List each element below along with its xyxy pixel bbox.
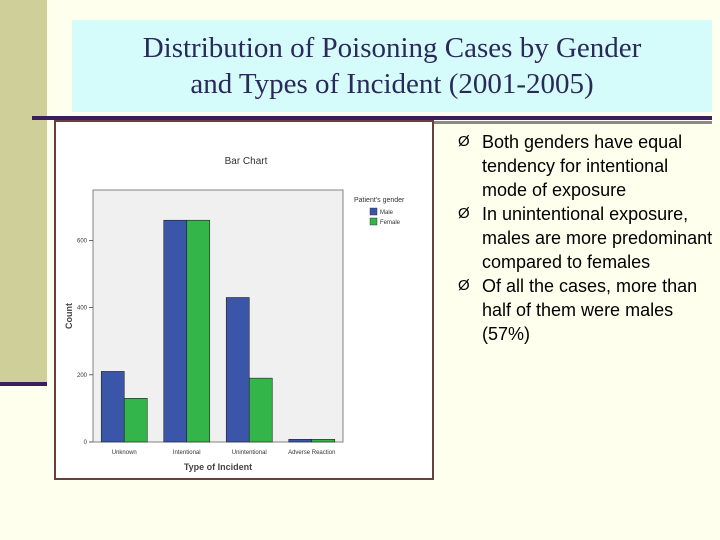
bar-male <box>163 219 188 443</box>
bar-female <box>123 398 148 443</box>
bullet-text: Of all the cases, more than half of them… <box>482 276 698 344</box>
bullet-item: Ø In unintentional exposure, males are m… <box>442 202 714 274</box>
x-tick-label: Intentional <box>173 450 201 456</box>
bar-female <box>186 219 211 443</box>
slide-title: Distribution of Poisoning Cases by Gende… <box>72 20 712 112</box>
arrow-bullet-icon: Ø <box>458 205 470 222</box>
bar-female <box>248 377 273 443</box>
x-tick-label: Adverse Reaction <box>288 450 335 456</box>
bar-male <box>288 439 313 443</box>
x-tick-label: Unintentional <box>232 450 267 456</box>
title-rule-shadow <box>410 121 712 124</box>
y-tick-label: 600 <box>77 238 88 244</box>
bullet-list: Ø Both genders have equal tendency for i… <box>442 130 714 346</box>
accent-line <box>0 382 47 386</box>
slide-title-line2: and Types of Incident (2001-2005) <box>190 68 594 100</box>
y-tick-label: 0 <box>84 440 88 446</box>
bullet-text: Both genders have equal tendency for int… <box>482 132 683 200</box>
bar-male <box>100 371 125 443</box>
bullet-text: In unintentional exposure, males are mor… <box>482 204 713 272</box>
chart-title: Bar Chart <box>225 156 268 167</box>
legend-swatch <box>369 217 378 226</box>
bullet-item: Ø Of all the cases, more than half of th… <box>442 274 714 346</box>
arrow-bullet-icon: Ø <box>458 277 470 294</box>
legend-title: Patient's gender <box>354 197 405 204</box>
bar-female <box>311 439 336 443</box>
legend-swatch <box>369 207 378 216</box>
y-tick-label: 400 <box>77 306 88 312</box>
bar-male <box>225 297 250 443</box>
title-rule <box>32 116 712 120</box>
arrow-bullet-icon: Ø <box>458 133 470 150</box>
chart-frame: Bar Chart 0 200 400 600 Count Unknown Intention… <box>54 120 434 480</box>
legend-label: Female <box>380 220 401 226</box>
y-tick-label: 200 <box>77 373 88 379</box>
legend-label: Male <box>380 210 394 216</box>
slide-title-line1: Distribution of Poisoning Cases by Gende… <box>142 32 642 64</box>
bar-chart: Bar Chart 0 200 400 600 Count Unknown Intention… <box>64 156 405 472</box>
x-tick-label: Unknown <box>112 450 137 456</box>
accent-bar <box>0 0 47 385</box>
y-axis-label: Count <box>64 303 74 329</box>
bullet-item: Ø Both genders have equal tendency for i… <box>442 130 714 202</box>
x-axis-label: Type of Incident <box>184 462 252 472</box>
